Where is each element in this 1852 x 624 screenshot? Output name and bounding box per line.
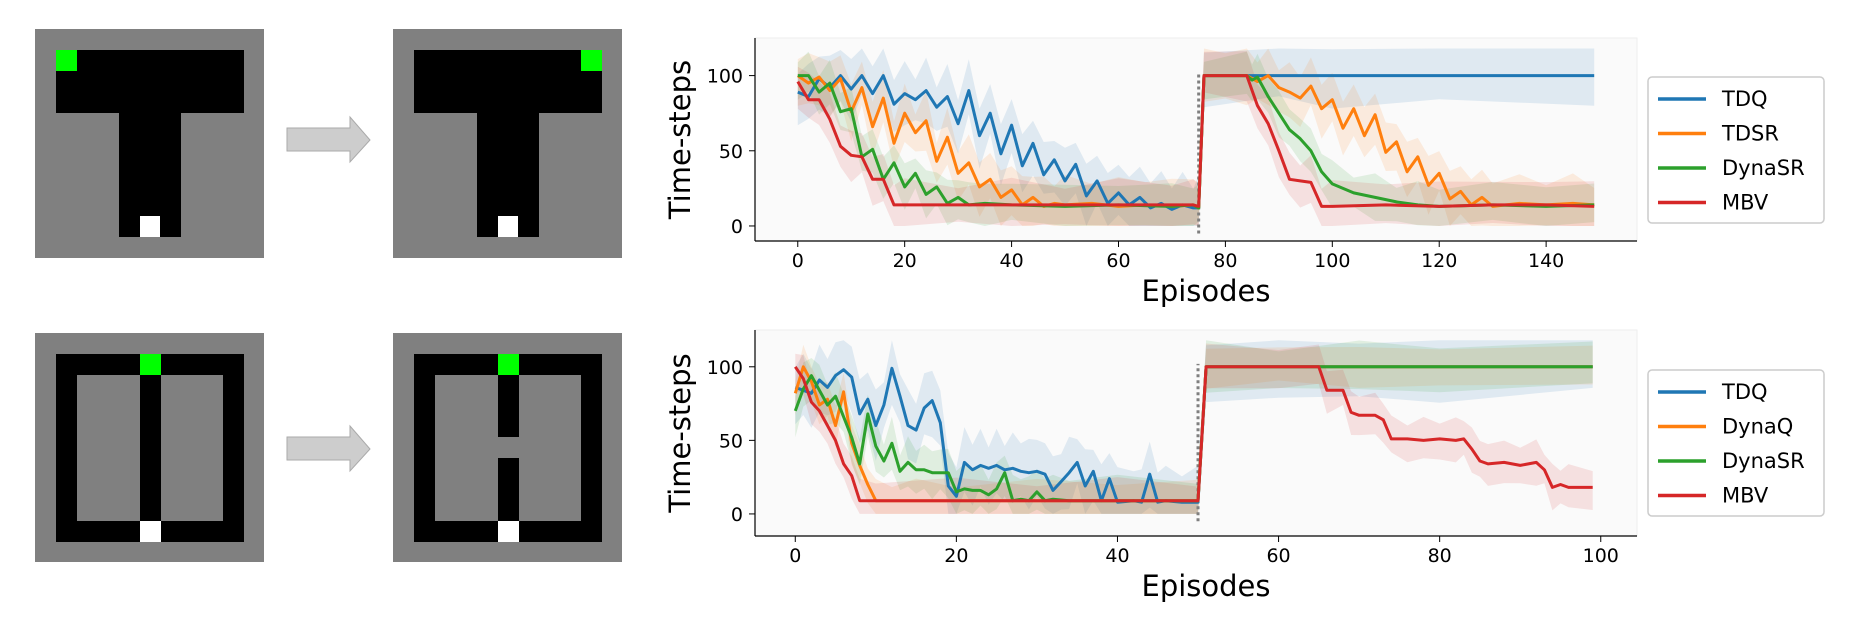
- x-tick-label: 20: [893, 250, 917, 272]
- start-cell: [498, 521, 519, 542]
- maze-floor: [161, 375, 223, 521]
- series-line-tdq: [794, 365, 1593, 504]
- confidence-band-dynasr: [797, 51, 1595, 226]
- goal-cell: [56, 50, 77, 71]
- confidence-band-tdq: [795, 340, 1593, 514]
- maze-floor: [435, 375, 498, 521]
- x-tick-label: 100: [1583, 545, 1619, 567]
- goal-cell: [140, 354, 161, 375]
- legend: TDQ DynaQ DynaSR MBV: [1647, 369, 1825, 517]
- legend-label-tdq: TDQ: [1721, 87, 1768, 111]
- x-tick-label: 140: [1528, 250, 1564, 272]
- x-tick-label: 120: [1421, 250, 1457, 272]
- series-lines: [793, 365, 1593, 504]
- legend-label-dynaq: DynaQ: [1722, 415, 1793, 439]
- x-tick-label: 60: [1266, 545, 1290, 567]
- x-tick-label: 100: [1314, 250, 1350, 272]
- chart-t-maze: 0 20 40 60 80 100 120 140 0 50 100 Episodes Time-ste…: [663, 37, 1825, 308]
- y-tick-label: 50: [719, 141, 743, 163]
- maze-wall: [56, 50, 244, 113]
- x-tick-label: 0: [792, 250, 804, 272]
- t-maze-before: [35, 29, 264, 258]
- y-tick-label: 50: [719, 430, 743, 452]
- confidence-band-dynasr: [795, 340, 1593, 514]
- t-maze-after: [393, 29, 622, 258]
- legend-frame: [1647, 76, 1825, 224]
- y-tick-label: 100: [707, 357, 743, 379]
- confidence-band-tdq: [797, 48, 1595, 226]
- y-axis-label: Time-steps: [663, 353, 697, 513]
- legend-label-tdsr: TDSR: [1721, 122, 1779, 146]
- x-tick-label: 0: [789, 545, 801, 567]
- series-line-mbv: [796, 74, 1595, 208]
- confidence-bands: [797, 48, 1595, 226]
- loop-maze-before: [35, 333, 264, 562]
- maze-floor: [519, 375, 581, 521]
- confidence-band-tdsr: [797, 48, 1595, 226]
- x-tick-label: 40: [1105, 545, 1129, 567]
- legend-label-dynasr: DynaSR: [1722, 156, 1805, 180]
- y-tick-label: 100: [707, 66, 743, 88]
- arrow-right-icon: [286, 424, 371, 473]
- chart-loop-maze: 0 20 40 60 80 100 0 50 100 Episodes Time-steps TDQ D…: [663, 329, 1825, 603]
- x-axis-label: Episodes: [1142, 569, 1271, 603]
- blocked-cell: [498, 437, 519, 458]
- maze-floor: [77, 375, 140, 521]
- series-line-mbv: [794, 365, 1593, 503]
- goal-cell: [498, 354, 519, 375]
- series-lines: [796, 74, 1595, 211]
- arrow-right-icon: [286, 115, 371, 164]
- legend-label-mbv: MBV: [1722, 484, 1769, 508]
- x-tick-label: 80: [1428, 545, 1452, 567]
- legend-label-tdq: TDQ: [1721, 380, 1768, 404]
- x-tick-label: 80: [1213, 250, 1237, 272]
- maze-wall: [414, 50, 602, 113]
- start-cell: [140, 521, 161, 542]
- x-tick-label: 20: [944, 545, 968, 567]
- x-axis-label: Episodes: [1142, 274, 1271, 308]
- legend-label-dynasr: DynaSR: [1722, 449, 1805, 473]
- y-axis-label: Time-steps: [663, 60, 697, 220]
- legend-label-mbv: MBV: [1722, 191, 1769, 215]
- y-tick-label: 0: [731, 216, 743, 238]
- loop-maze-after: [393, 333, 622, 562]
- x-tick-label: 40: [999, 250, 1023, 272]
- confidence-band-mbv: [797, 51, 1595, 226]
- start-cell: [140, 216, 160, 237]
- goal-cell: [581, 50, 602, 71]
- x-tick-label: 60: [1106, 250, 1130, 272]
- start-cell: [498, 216, 518, 237]
- legend-frame: [1647, 369, 1825, 517]
- y-tick-label: 0: [731, 504, 743, 526]
- legend: TDQ TDSR DynaSR MBV: [1647, 76, 1825, 224]
